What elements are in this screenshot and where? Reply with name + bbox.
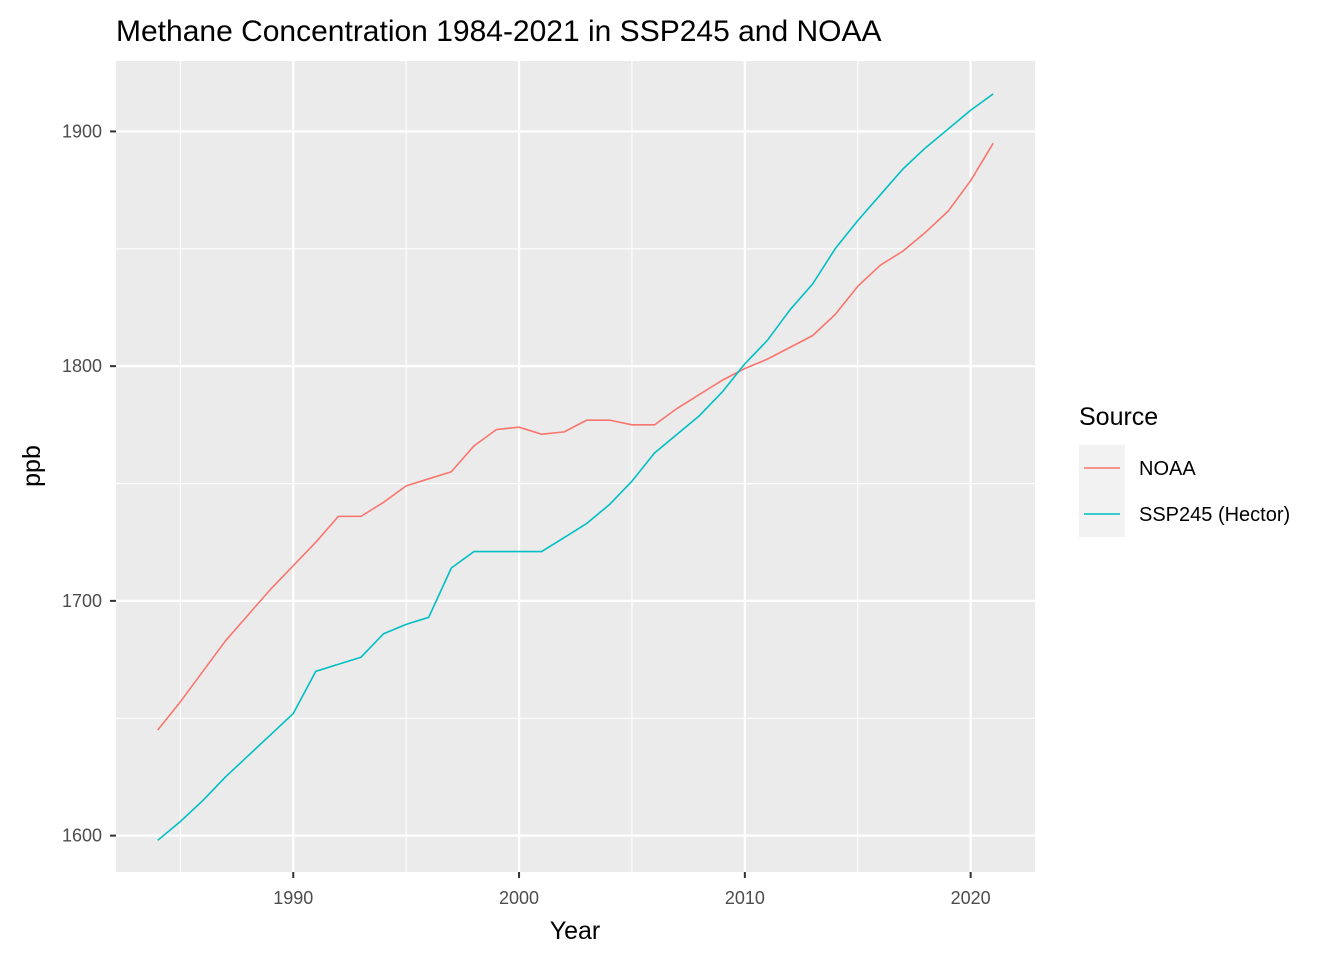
minor-gridlines [116, 61, 1035, 872]
x-axis-ticks: 1990 2000 2010 2020 [273, 872, 991, 908]
y-axis-ticks: 1600 1700 1800 1900 [62, 121, 116, 846]
y-tick-label: 1800 [62, 356, 102, 376]
x-tick-label: 1990 [273, 888, 313, 908]
legend-label-noaa: NOAA [1139, 458, 1196, 480]
series-lines [157, 93, 994, 841]
x-axis-title: Year [550, 917, 601, 945]
legend-title: Source [1079, 403, 1158, 431]
major-gridlines [116, 61, 1035, 872]
legend: Source NOAA SSP245 (Hector) [1079, 403, 1290, 537]
series-line-ssp245-hector [157, 93, 994, 841]
x-tick-label: 2000 [499, 888, 539, 908]
y-axis-title: ppb [18, 445, 46, 487]
series-line-noaa [157, 142, 994, 731]
y-tick-label: 1700 [62, 591, 102, 611]
legend-label-ssp245-hector: SSP245 (Hector) [1139, 504, 1290, 526]
y-tick-label: 1900 [62, 121, 102, 141]
y-tick-label: 1600 [62, 826, 102, 846]
chart-title: Methane Concentration 1984-2021 in SSP24… [116, 15, 882, 48]
x-tick-label: 2010 [725, 888, 765, 908]
x-tick-label: 2020 [951, 888, 991, 908]
